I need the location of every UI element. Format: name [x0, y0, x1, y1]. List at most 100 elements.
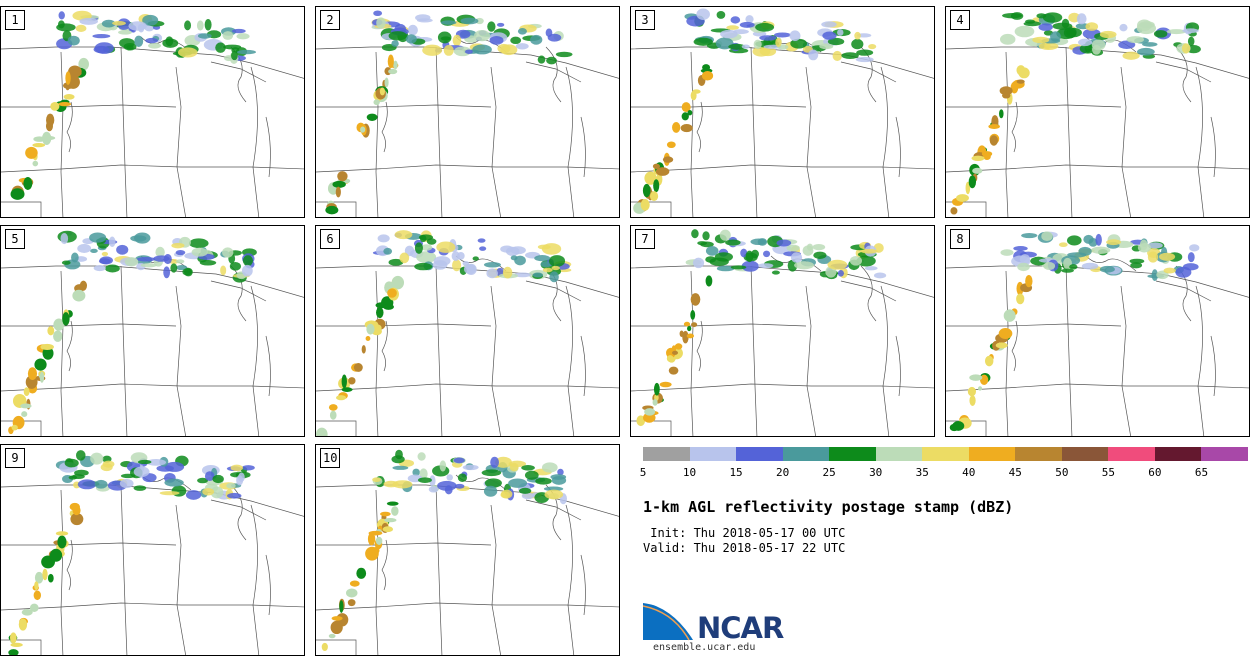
storm-cell	[1044, 42, 1051, 50]
boundary-line	[1, 46, 304, 79]
storm-cell	[457, 473, 468, 482]
storm-cell	[416, 251, 437, 264]
boundary-line	[1, 484, 304, 517]
storm-cell	[1066, 27, 1082, 38]
ncar-logo-icon	[643, 601, 696, 641]
storm-cell	[674, 343, 683, 350]
storm-cell	[182, 268, 192, 276]
storm-cell	[47, 326, 55, 336]
storm-cell	[763, 250, 771, 258]
boundary-line	[316, 383, 619, 392]
ncar-logo-text: NCAR	[697, 611, 784, 645]
storm-cell	[27, 367, 38, 380]
colorbar-tick: 30	[869, 466, 883, 479]
storm-cell	[443, 44, 454, 56]
storm-cell	[63, 94, 75, 100]
storm-cell	[1130, 262, 1143, 269]
storm-cell	[386, 501, 399, 506]
storm-cell	[487, 21, 496, 32]
map-layer	[316, 10, 619, 217]
storm-cell	[822, 31, 837, 40]
storm-cell	[108, 236, 116, 248]
storm-cell	[379, 87, 386, 96]
storm-cell	[972, 167, 983, 174]
storm-cell	[794, 261, 815, 270]
storm-cell	[741, 44, 750, 49]
boundary-line	[210, 499, 267, 521]
storm-cell	[687, 109, 693, 116]
storm-cell	[394, 230, 413, 240]
storm-cell	[474, 30, 491, 42]
storm-cell	[241, 264, 253, 277]
storm-cell	[1079, 43, 1096, 54]
storm-cell	[1010, 12, 1024, 20]
storm-cell	[659, 381, 672, 388]
storm-cell	[34, 581, 39, 591]
storm-cell	[989, 135, 998, 146]
boundary-line	[895, 116, 901, 178]
boundary-line	[565, 504, 575, 655]
storm-cell	[58, 102, 72, 107]
boundary-line	[316, 104, 492, 108]
storm-cell	[758, 263, 774, 269]
storm-cell	[155, 246, 165, 258]
storm-cell	[681, 102, 691, 113]
storm-cell	[971, 155, 985, 162]
storm-cell	[383, 304, 394, 310]
storm-cell	[472, 44, 492, 55]
boundary-line	[631, 420, 672, 436]
storm-cell	[790, 38, 808, 49]
storm-cell	[1016, 293, 1025, 305]
boundary-line	[696, 101, 703, 153]
storm-cell	[739, 21, 755, 28]
boundary-line	[860, 46, 877, 103]
storm-cell	[681, 112, 689, 121]
storm-cell	[10, 632, 17, 644]
storm-cell	[1189, 244, 1200, 252]
member-number-label: 6	[320, 229, 340, 249]
colorbar-segment	[1108, 447, 1155, 461]
storm-cell	[1025, 275, 1033, 288]
storm-cell	[347, 599, 356, 607]
storm-cell	[23, 387, 30, 396]
colorbar-segment	[1154, 447, 1202, 461]
storm-cell	[437, 480, 457, 491]
storm-cell	[53, 330, 63, 342]
boundary-line	[175, 504, 187, 655]
boundary-line	[580, 335, 586, 397]
storm-cell	[405, 34, 417, 44]
storm-cell	[164, 478, 184, 487]
storm-cell	[714, 252, 733, 262]
boundary-line	[1085, 255, 1137, 272]
storm-cell	[537, 244, 551, 250]
storm-cell	[42, 346, 54, 360]
reflectivity-colorbar	[643, 447, 1248, 461]
member-panel-9: 9	[0, 444, 305, 656]
storm-cell	[196, 20, 204, 31]
storm-cell	[1041, 231, 1053, 242]
storm-cell	[231, 51, 238, 61]
storm-cell	[75, 24, 87, 32]
storm-cell	[999, 86, 1013, 96]
storm-cell	[153, 255, 170, 262]
storm-cell	[414, 262, 433, 271]
storm-cell	[837, 270, 844, 277]
storm-cell	[1088, 238, 1098, 247]
storm-cell	[428, 486, 439, 493]
figure-title: 1-km AGL reflectivity postage stamp (dBZ…	[643, 498, 1014, 516]
member-panel-10: 10	[315, 444, 620, 656]
storm-cell	[543, 486, 564, 492]
storm-cell	[162, 38, 179, 48]
boundary-line	[381, 320, 388, 372]
storm-cell	[116, 244, 129, 255]
storm-cell	[341, 374, 347, 389]
storm-cell	[325, 205, 339, 215]
storm-cell	[71, 252, 79, 263]
storm-cell	[1016, 79, 1025, 84]
map-layer	[316, 230, 619, 436]
boundary-line	[60, 489, 64, 655]
member-panel-1: 1	[0, 6, 305, 218]
storm-cell	[331, 616, 343, 621]
storm-cell	[693, 37, 713, 46]
storm-cell	[868, 43, 877, 50]
